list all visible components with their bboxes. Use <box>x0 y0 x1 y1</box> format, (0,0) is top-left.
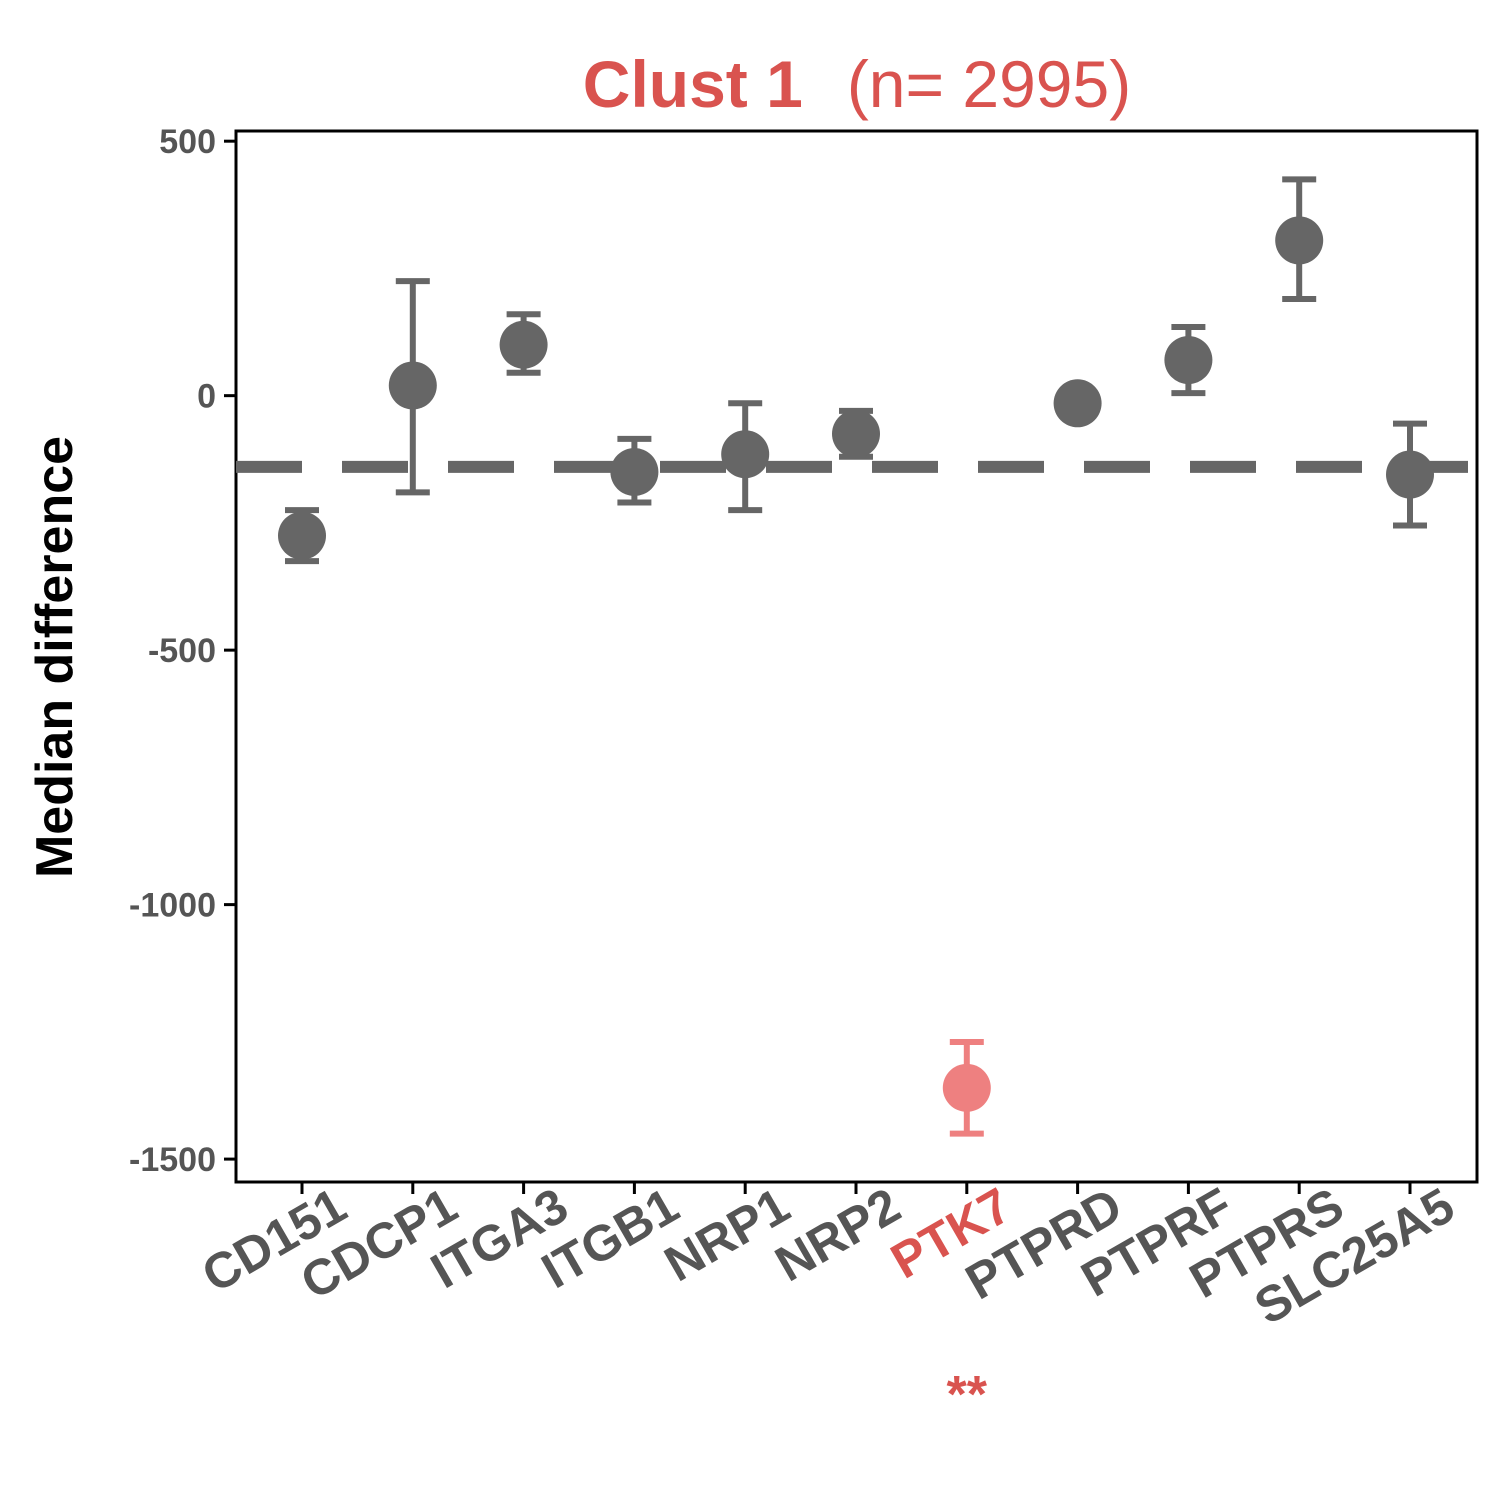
y-axis: 500 0 -500 -1000 -1500 <box>129 123 236 1179</box>
data-point <box>1053 379 1102 428</box>
y-tick-label: -1000 <box>129 887 216 925</box>
data-point <box>388 361 437 410</box>
plot-panel <box>234 129 1479 1184</box>
data-point <box>1386 450 1434 499</box>
data-point <box>721 430 770 479</box>
x-tick-label: NRP1 <box>655 1177 799 1292</box>
chart-title-main: Clust 1 <box>583 47 803 121</box>
x-tick-label: NRP2 <box>766 1177 910 1292</box>
significance-label: ** <box>947 1366 988 1424</box>
y-tick-label: -500 <box>148 632 216 670</box>
data-point <box>1164 336 1213 385</box>
significance-annotations: ** <box>947 1366 988 1424</box>
data-point <box>832 409 880 458</box>
data-point <box>610 448 659 497</box>
y-axis-label: Median difference <box>26 436 84 878</box>
x-axis: CD151CDCP1ITGA3ITGB1NRP1NRP2PTK7PTPRDPTP… <box>193 1177 1464 1335</box>
data-point <box>278 511 326 560</box>
y-tick-label: 0 <box>197 378 216 416</box>
data-marks <box>278 176 1434 1137</box>
chart-title-sub: (n= 2995) <box>847 47 1131 121</box>
data-point <box>499 320 548 369</box>
data-point <box>1275 216 1324 265</box>
y-tick-label: 500 <box>159 123 216 161</box>
y-tick-label: -1500 <box>129 1141 216 1179</box>
chart-title: Clust 1 (n= 2995) <box>583 47 1131 121</box>
svg-text:Clust 1 (n= 2995): Clust 1 (n= 2995) <box>583 47 1131 121</box>
data-point <box>942 1063 991 1112</box>
